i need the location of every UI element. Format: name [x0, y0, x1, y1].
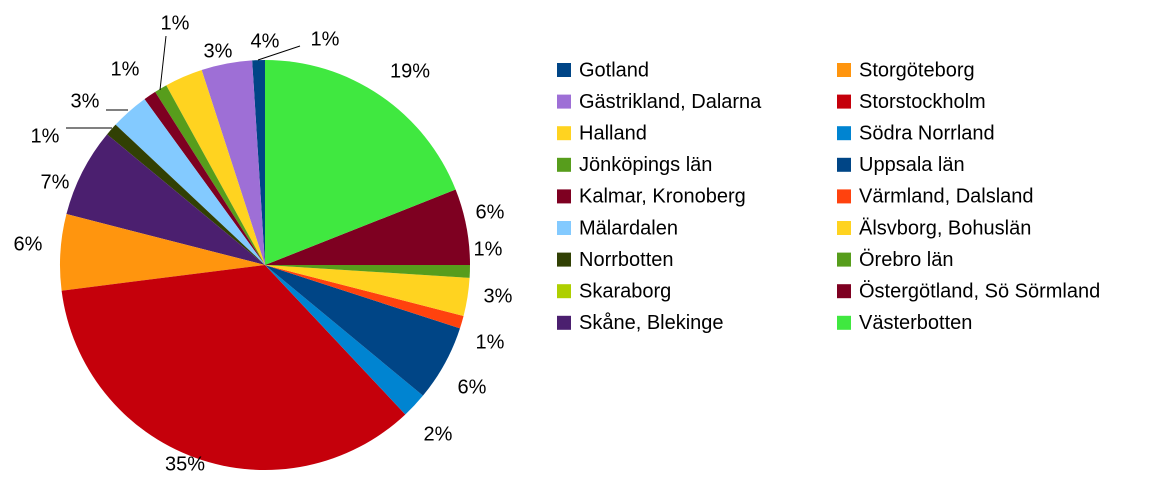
legend-label: Gästrikland, Dalarna	[579, 91, 762, 113]
pie-slice	[265, 189, 470, 265]
data-label: 35%	[165, 453, 205, 475]
data-label: 3%	[204, 40, 233, 62]
pie-slice	[60, 214, 265, 291]
legend-swatch	[557, 221, 571, 235]
legend-label: Skåne, Blekinge	[579, 312, 724, 334]
pie-slice	[115, 99, 265, 265]
leader-line	[257, 45, 301, 61]
pie-slice	[265, 265, 470, 278]
legend-swatch	[557, 315, 571, 330]
data-label: 1%	[161, 12, 190, 34]
data-label: 1%	[474, 238, 503, 260]
legend-swatch	[557, 284, 571, 299]
data-label: 19%	[390, 60, 430, 82]
pie-slice	[265, 265, 464, 329]
legend-swatch	[557, 63, 571, 77]
pie-slice	[155, 85, 265, 265]
legend-label: Örebro län	[859, 249, 954, 271]
legend-label: Mälardalen	[579, 217, 678, 239]
legend-swatch	[837, 63, 851, 77]
legend-label: Storgöteborg	[859, 59, 975, 81]
legend-swatch	[557, 94, 571, 109]
legend-swatch	[557, 157, 571, 172]
pie-slice	[265, 265, 460, 396]
data-label: 1%	[476, 331, 505, 353]
legend-swatch	[837, 94, 851, 109]
data-label: 2%	[424, 423, 453, 445]
pie-slice	[265, 60, 456, 265]
data-label: 1%	[111, 58, 140, 80]
data-label: 1%	[31, 125, 60, 147]
legend-label: Halland	[579, 122, 647, 144]
pie-slice	[252, 60, 265, 265]
legend-label: Värmland, Dalsland	[859, 186, 1034, 208]
data-label: 4%	[251, 30, 280, 52]
legend-swatch	[837, 221, 851, 235]
data-label: 7%	[41, 171, 70, 193]
legend-swatch	[837, 252, 851, 267]
data-label: 1%	[311, 28, 340, 50]
legend-swatch	[557, 189, 571, 204]
legend-label: Södra Norrland	[859, 122, 995, 144]
legend-swatch	[837, 315, 851, 330]
legend-label: Kalmar, Kronoberg	[579, 186, 746, 208]
data-label: 6%	[14, 233, 43, 255]
legend-label: Jönköpings län	[579, 154, 712, 176]
data-label: 6%	[458, 376, 487, 398]
legend-swatch	[837, 157, 851, 172]
legend-swatch	[837, 284, 851, 299]
leader-line	[159, 35, 167, 91]
legend-label: Gotland	[579, 59, 649, 81]
data-label: 6%	[476, 201, 505, 223]
pie-slice	[265, 265, 423, 415]
data-label: 3%	[484, 285, 513, 307]
data-label: 3%	[71, 90, 100, 112]
legend-label: Storstockholm	[859, 91, 986, 113]
pie-slice	[144, 91, 265, 265]
legend-label: Älsvborg, Bohuslän	[859, 217, 1031, 239]
legend-swatch	[837, 189, 851, 204]
legend-label: Skaraborg	[579, 280, 671, 302]
legend-label: Uppsala län	[859, 154, 965, 176]
pie-slice	[66, 134, 265, 265]
pie-slice	[61, 265, 406, 470]
legend-swatch	[557, 252, 571, 267]
legend-label: Östergötland, Sö Sörmland	[859, 280, 1100, 302]
pie-slice	[107, 124, 265, 265]
pie-slice	[201, 60, 265, 265]
legend-label: Norrbotten	[579, 249, 674, 271]
legend-swatch	[837, 126, 851, 141]
pie-slice	[265, 265, 470, 316]
legend-label: Västerbotten	[859, 312, 972, 334]
pie-slice	[166, 70, 265, 265]
legend-swatch	[557, 126, 571, 141]
